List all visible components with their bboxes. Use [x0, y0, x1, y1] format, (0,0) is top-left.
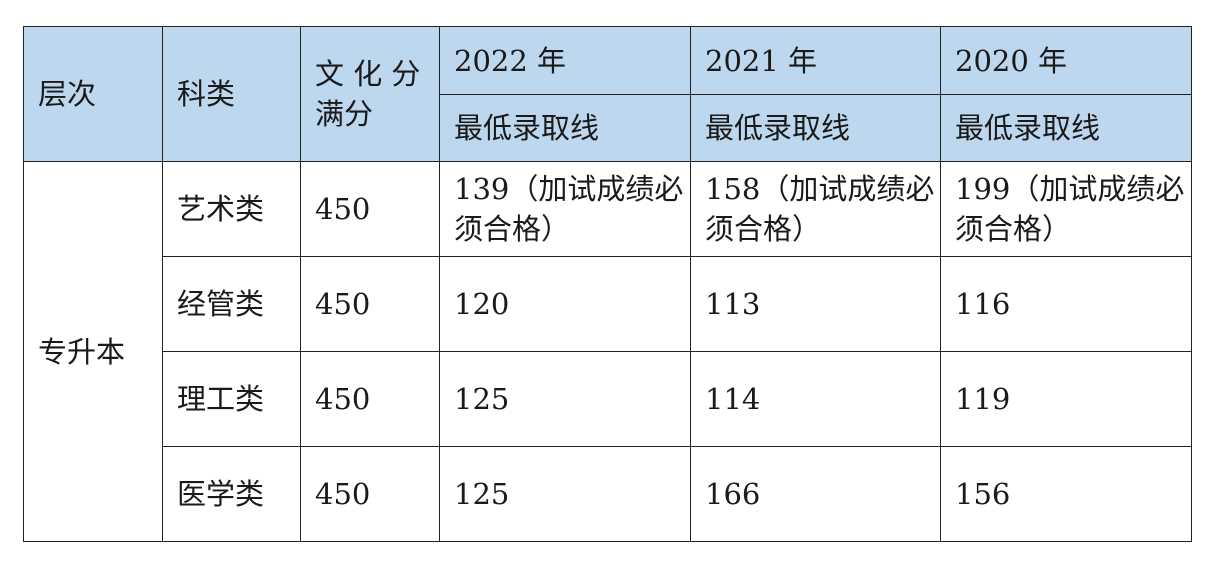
- header-year-2020: 2020 年: [940, 26, 1192, 95]
- category-cell: 理工类: [162, 351, 301, 447]
- score-cell-2020: 119: [940, 351, 1192, 447]
- header-year-2021: 2021 年: [690, 26, 941, 95]
- category-cell: 医学类: [162, 446, 301, 542]
- score-cell-2022: 120: [439, 256, 691, 352]
- full-score-cell: 450: [300, 256, 440, 352]
- header-level: 层次: [23, 26, 163, 162]
- header-category: 科类: [162, 26, 301, 162]
- header-row-sub: 最低录取线 最低录取线 最低录取线: [24, 94, 1192, 162]
- full-score-cell: 450: [300, 351, 440, 447]
- header-min-score-2021: 最低录取线: [690, 94, 941, 162]
- score-cell-2021: 166: [690, 446, 941, 542]
- table-row: 经管类 450 120 113 116: [24, 256, 1192, 352]
- score-cell-2022: 139（加试成绩必须合格）: [439, 161, 691, 257]
- header-min-score-2022: 最低录取线: [439, 94, 691, 162]
- category-cell: 艺术类: [162, 161, 301, 257]
- score-cell-2020: 156: [940, 446, 1192, 542]
- level-cell: 专升本: [23, 161, 163, 542]
- table-row: 理工类 450 125 114 119: [24, 351, 1192, 447]
- admission-score-table: 层次 科类 文 化 分满分 2022 年 2021 年 2020 年 最低录取线…: [23, 26, 1192, 542]
- score-cell-2022: 125: [439, 351, 691, 447]
- header-row-top: 层次 科类 文 化 分满分 2022 年 2021 年 2020 年: [23, 26, 1192, 162]
- table-row: 专升本 艺术类 450 139（加试成绩必须合格） 158（加试成绩必须合格） …: [23, 161, 1192, 542]
- header-full-score: 文 化 分满分: [300, 26, 440, 162]
- full-score-cell: 450: [300, 161, 440, 257]
- table-row: 医学类 450 125 166 156: [24, 446, 1192, 542]
- score-cell-2022: 125: [439, 446, 691, 542]
- score-cell-2020: 199（加试成绩必须合格）: [940, 161, 1192, 257]
- score-cell-2020: 116: [940, 256, 1192, 352]
- category-cell: 经管类: [162, 256, 301, 352]
- score-cell-2021: 113: [690, 256, 941, 352]
- full-score-cell: 450: [300, 446, 440, 542]
- score-cell-2021: 158（加试成绩必须合格）: [690, 161, 941, 257]
- header-min-score-2020: 最低录取线: [940, 94, 1192, 162]
- score-cell-2021: 114: [690, 351, 941, 447]
- header-year-2022: 2022 年: [439, 26, 691, 95]
